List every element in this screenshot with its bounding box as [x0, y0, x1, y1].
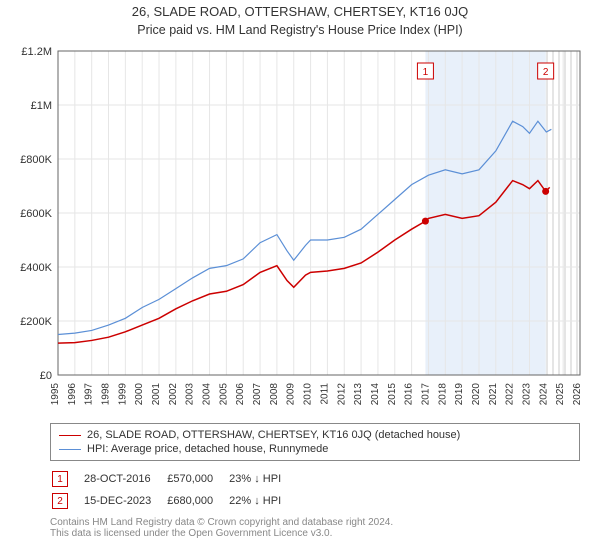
legend-swatch-1 [59, 435, 81, 436]
footer-line-1: Contains HM Land Registry data © Crown c… [50, 517, 580, 528]
svg-text:2019: 2019 [454, 383, 465, 406]
marker-row: 2 15-DEC-2023£680,00022% ↓ HPI [52, 491, 295, 511]
svg-text:£0: £0 [40, 370, 52, 382]
marker-price: £680,000 [167, 491, 227, 511]
marker-table: 1 28-OCT-2016£570,00023% ↓ HPI 2 15-DEC-202… [50, 467, 297, 513]
svg-text:£400K: £400K [20, 262, 52, 274]
chart-subtitle: Price paid vs. HM Land Registry's House … [0, 19, 600, 45]
marker-pct: 22% ↓ HPI [229, 491, 295, 511]
svg-text:2013: 2013 [353, 383, 364, 406]
legend-swatch-2 [59, 449, 81, 450]
svg-text:2014: 2014 [370, 383, 381, 406]
svg-text:2001: 2001 [151, 383, 162, 406]
legend-row-2: HPI: Average price, detached house, Runn… [59, 442, 571, 456]
marker-row: 1 28-OCT-2016£570,00023% ↓ HPI [52, 469, 295, 489]
svg-text:2004: 2004 [202, 383, 213, 406]
svg-text:2018: 2018 [437, 383, 448, 406]
svg-text:2011: 2011 [319, 383, 330, 405]
legend: 26, SLADE ROAD, OTTERSHAW, CHERTSEY, KT1… [50, 423, 580, 461]
svg-text:2006: 2006 [235, 383, 246, 406]
svg-text:2020: 2020 [471, 383, 482, 406]
svg-text:1998: 1998 [101, 383, 112, 406]
marker-pct: 23% ↓ HPI [229, 469, 295, 489]
svg-text:2016: 2016 [404, 383, 415, 406]
svg-text:2: 2 [543, 67, 549, 78]
svg-text:2010: 2010 [303, 383, 314, 406]
marker-box-icon: 2 [52, 493, 68, 509]
legend-label-2: HPI: Average price, detached house, Runn… [87, 443, 328, 455]
svg-text:2005: 2005 [218, 383, 229, 406]
svg-text:£1M: £1M [31, 100, 52, 112]
svg-text:1999: 1999 [117, 383, 128, 406]
svg-text:2002: 2002 [168, 383, 179, 406]
svg-text:2000: 2000 [134, 383, 145, 406]
svg-text:£600K: £600K [20, 208, 52, 220]
svg-text:2021: 2021 [488, 383, 499, 406]
marker-date: 15-DEC-2023 [84, 491, 165, 511]
svg-text:2015: 2015 [387, 383, 398, 406]
svg-text:2007: 2007 [252, 383, 263, 406]
svg-text:2003: 2003 [185, 383, 196, 406]
svg-text:2012: 2012 [336, 383, 347, 406]
svg-text:£200K: £200K [20, 316, 52, 328]
svg-text:2008: 2008 [269, 383, 280, 406]
svg-text:1: 1 [423, 67, 429, 78]
chart-title: 26, SLADE ROAD, OTTERSHAW, CHERTSEY, KT1… [0, 0, 600, 19]
marker-date: 28-OCT-2016 [84, 469, 165, 489]
svg-text:£1.2M: £1.2M [21, 46, 52, 58]
svg-text:2023: 2023 [521, 383, 532, 406]
legend-row-1: 26, SLADE ROAD, OTTERSHAW, CHERTSEY, KT1… [59, 428, 571, 442]
marker-box-icon: 1 [52, 471, 68, 487]
svg-text:2017: 2017 [420, 383, 431, 406]
svg-text:£800K: £800K [20, 154, 52, 166]
svg-text:1996: 1996 [67, 383, 78, 406]
svg-text:2022: 2022 [505, 383, 516, 406]
svg-text:2009: 2009 [286, 383, 297, 406]
footer: Contains HM Land Registry data © Crown c… [50, 517, 580, 539]
chart-svg: £0 £200K £400K £600K £800K £1M £1.2M 1995 1996 19… [10, 45, 590, 415]
svg-text:2026: 2026 [572, 383, 583, 406]
svg-text:2024: 2024 [538, 383, 549, 406]
svg-text:1995: 1995 [50, 383, 61, 406]
svg-text:2025: 2025 [555, 383, 566, 406]
footer-line-2: This data is licensed under the Open Gov… [50, 528, 580, 539]
marker-price: £570,000 [167, 469, 227, 489]
svg-text:1997: 1997 [84, 383, 95, 406]
legend-label-1: 26, SLADE ROAD, OTTERSHAW, CHERTSEY, KT1… [87, 429, 460, 441]
chart-area: £0 £200K £400K £600K £800K £1M £1.2M 1995 1996 19… [10, 45, 590, 415]
